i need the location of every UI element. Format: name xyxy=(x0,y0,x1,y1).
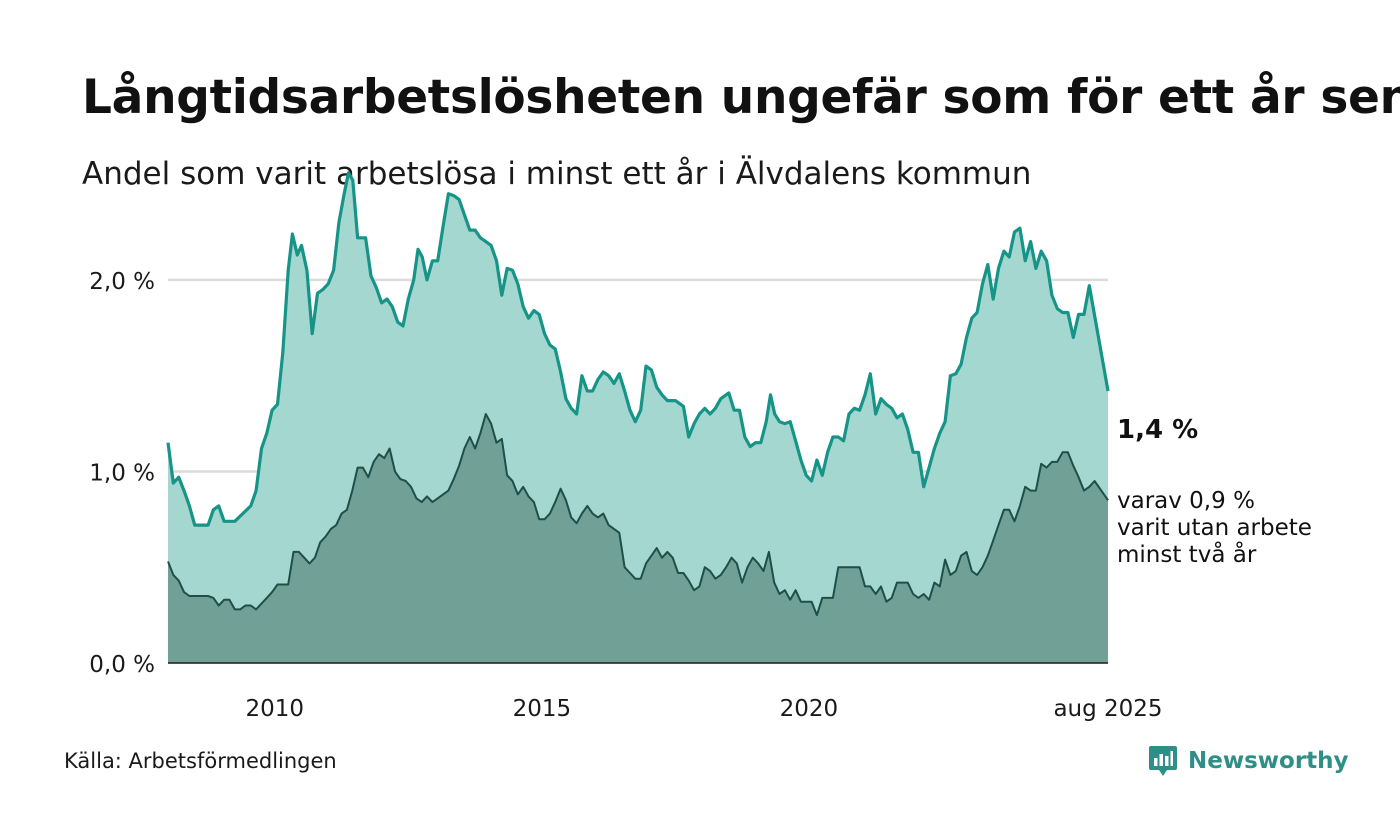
y-tick-label-2: 2,0 % xyxy=(89,269,155,295)
source-note: Källa: Arbetsförmedlingen xyxy=(64,749,337,773)
x-tick-label-1: 2015 xyxy=(513,696,572,722)
y-tick-label-1: 1,0 % xyxy=(89,460,155,486)
series-2-line xyxy=(167,413,1109,617)
end-label-series-2-line-1: varit utan arbete xyxy=(1117,515,1312,541)
end-label-series-2-line-0: varav 0,9 % xyxy=(1117,488,1255,514)
end-label-series-1-line-0: 1,4 % xyxy=(1117,415,1198,445)
newsworthy-logo-icon xyxy=(1149,746,1177,776)
brand-name: Newsworthy xyxy=(1188,748,1349,774)
y-tick-label-0: 0,0 % xyxy=(89,652,155,678)
series-2-area xyxy=(168,414,1108,663)
series-1-line xyxy=(166,171,1110,527)
chart-title: Långtidsarbetslösheten ungefär som för e… xyxy=(82,70,1400,125)
chart-subtitle: Andel som varit arbetslösa i minst ett å… xyxy=(82,156,1032,192)
x-tick-label-3: aug 2025 xyxy=(1053,696,1162,722)
x-tick-label-2: 2020 xyxy=(780,696,839,722)
brand-logo: Newsworthy xyxy=(1148,744,1349,778)
end-label-series-2-line-2: minst två år xyxy=(1117,540,1257,568)
x-tick-label-0: 2010 xyxy=(246,696,305,722)
